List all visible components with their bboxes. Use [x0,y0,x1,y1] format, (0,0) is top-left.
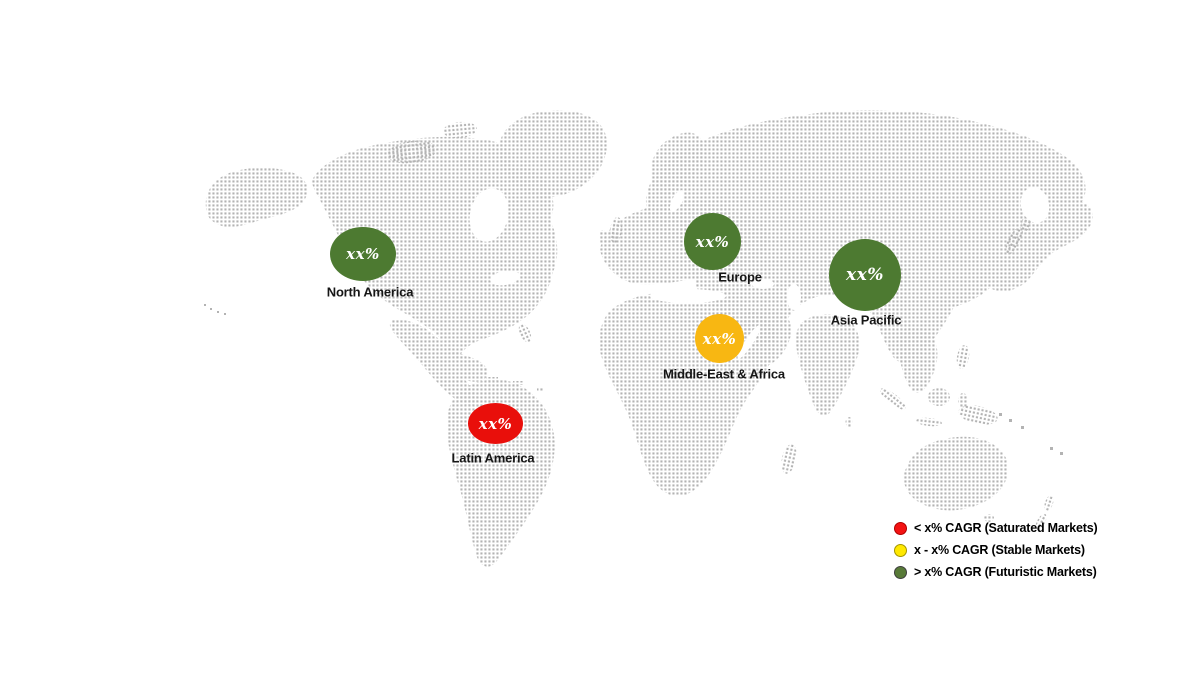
region-value: xx% [346,245,380,263]
landmass-arctic-island-3 [458,156,482,170]
landmass-arctic-island-2 [443,121,477,139]
region-bubble-latin-america: xx% [468,403,523,444]
world-map-land [205,110,1093,567]
legend-label: < x% CAGR (Saturated Markets) [914,521,1098,535]
landmass-japan-honshu [1005,227,1023,255]
landmass-alaska [205,167,308,228]
legend-item-stable: x - x% CAGR (Stable Markets) [894,543,1098,557]
landmass-sulawesi [958,393,968,409]
region-bubble-north-america: xx% [330,227,396,281]
legend-label: > x% CAGR (Futuristic Markets) [914,565,1097,579]
landmass-asia [645,110,1093,363]
landmass-new-zealand-south [1035,513,1047,531]
region-value: xx% [702,329,737,348]
landmass-florida [518,323,532,343]
landmass-indochina [897,326,938,393]
red-dot-icon [894,521,907,535]
green-dot-icon [894,565,907,579]
landmass-sumatra [880,388,906,410]
region-label-europe: Europe [718,269,762,285]
region-value: xx% [478,414,513,433]
landmass-java [916,417,942,427]
legend-item-futuristic: > x% CAGR (Futuristic Markets) [894,565,1098,579]
region-bubble-middle-east-africa: xx% [695,314,744,363]
landmass-borneo [928,388,950,406]
landmass-iceland [581,131,599,141]
landmass-caribbean-2 [513,381,523,385]
landmass-australia [903,436,1009,511]
legend-item-saturated: < x% CAGR (Saturated Markets) [894,521,1098,535]
yellow-dot-icon [894,543,907,557]
landmass-greenland [498,110,607,198]
landmass-india [795,314,860,416]
region-bubble-asia-pacific: xx% [829,239,901,311]
landmass-tasmania [984,514,994,522]
legend: < x% CAGR (Saturated Markets) x - x% CAG… [894,521,1098,579]
landmass-sri-lanka [845,417,853,427]
region-value: xx% [846,265,884,285]
world-map-small-islands [204,304,1063,455]
world-map-water-overlays [469,187,1050,359]
landmass-madagascar [781,444,797,474]
region-label-latin-america: Latin America [451,450,535,466]
landmass-philippines [956,345,970,369]
region-label-asia-pacific: Asia Pacific [830,312,902,328]
region-label-north-america: North America [326,284,414,300]
landmass-new-guinea [958,405,998,425]
region-label-middle-east-africa: Middle-East & Africa [663,366,785,382]
landmass-mexico-central-america [389,319,488,406]
landmass-arctic-island-1 [387,140,437,164]
legend-label: x - x% CAGR (Stable Markets) [914,543,1085,557]
landmass-caribbean-3 [537,387,544,391]
region-bubble-europe: xx% [684,213,741,270]
region-value: xx% [695,232,730,251]
landmass-caribbean-1 [486,377,498,381]
landmass-new-zealand-north [1044,495,1054,511]
